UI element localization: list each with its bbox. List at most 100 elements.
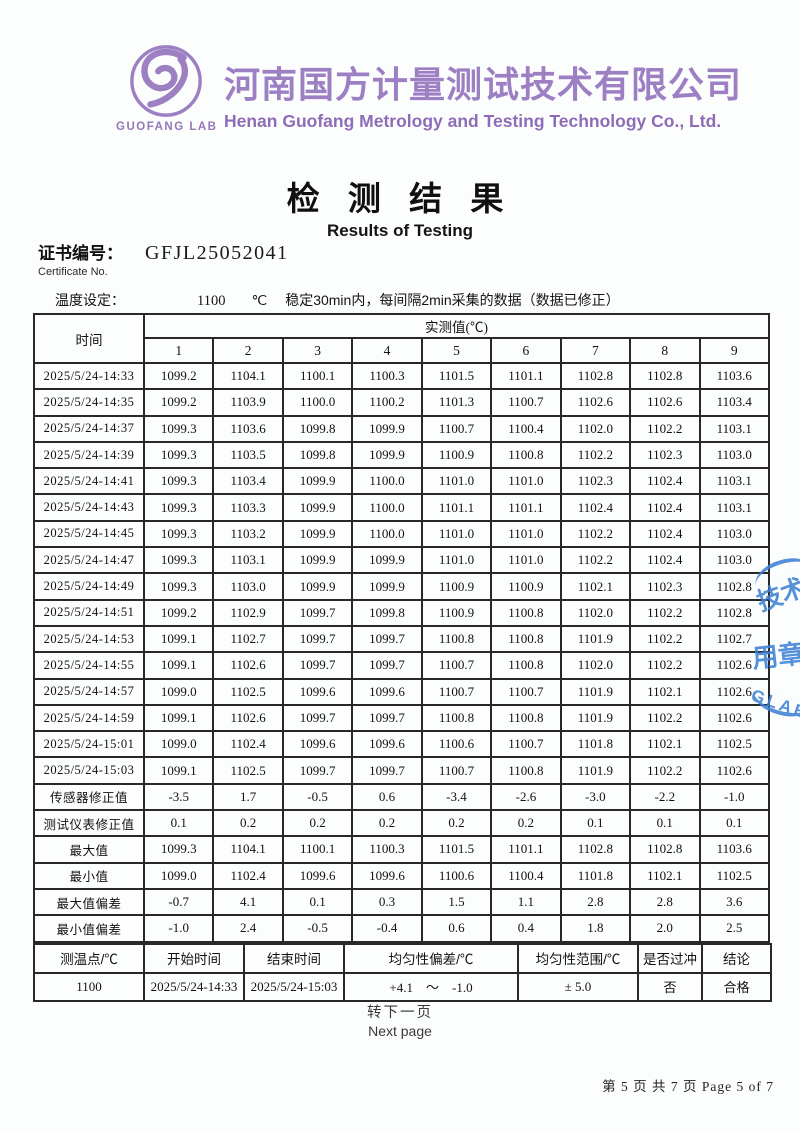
value-cell: 1099.2: [142, 598, 215, 627]
value-cell: 1100.6: [420, 861, 493, 890]
value-cell: 1101.0: [420, 546, 493, 575]
value-cell: 1100.7: [420, 677, 493, 706]
value-cell: 1102.8: [698, 598, 770, 627]
stamp-text-middle: 用章: [750, 638, 800, 674]
value-cell: 1102.0: [559, 598, 632, 627]
channel-header-cell: 1: [142, 337, 215, 364]
document-title: 检 测 结 果 Results of Testing: [0, 172, 800, 241]
value-cell: 1099.9: [351, 414, 423, 443]
value-cell: 1100.7: [490, 388, 562, 417]
value-cell: -0.5: [281, 782, 354, 812]
next-page-note: 转下一页 Next page: [0, 1001, 800, 1039]
table-row: 最小值 1099.0 1102.4 1099.6 1099.6 1100.6 1100.4 1…: [33, 861, 770, 890]
value-cell: 1099.7: [281, 651, 354, 680]
value-cell: 1104.1: [212, 835, 284, 864]
summary-value-cell: 否: [637, 971, 703, 1002]
value-cell: 0.6: [351, 782, 423, 812]
value-cell: 2.5: [698, 914, 770, 943]
value-cell: 0.2: [281, 809, 354, 838]
value-cell: 1100.4: [490, 414, 562, 443]
value-cell: 2.8: [559, 887, 632, 917]
row-label: 测试仪表修正值: [33, 809, 145, 838]
value-cell: 1100.9: [420, 572, 493, 601]
channel-header-cell: 6: [490, 337, 562, 364]
value-cell: 1099.7: [351, 651, 423, 680]
value-cell: 0.2: [490, 809, 562, 838]
time-column-header: 时间: [33, 313, 145, 364]
value-cell: 1101.0: [490, 467, 562, 496]
table-row: 2025/5/24-14:41 1099.3 1103.4 1099.9 1100.0 1…: [33, 467, 770, 496]
table-row: 2025/5/24-14:59 1099.1 1102.6 1099.7 1099.7 1…: [33, 703, 770, 733]
value-cell: 1102.1: [559, 572, 632, 601]
value-cell: 1100.8: [490, 703, 562, 733]
value-cell: 1102.7: [698, 624, 770, 654]
value-cell: 0.1: [559, 809, 632, 838]
table-row: 2025/5/24-15:01 1099.0 1102.4 1099.6 1099.6 1…: [33, 730, 770, 759]
summary-header-row: 测温点/℃ 开始时间 结束时间 均匀性偏差/℃ 均匀性范围/℃ 是否过冲 结论: [33, 943, 772, 974]
table-row: 最大值 1099.3 1104.1 1100.1 1100.3 1101.5 1101.1 1…: [33, 835, 770, 864]
table-row: 2025/5/24-14:55 1099.1 1102.6 1099.7 1099.7 1…: [33, 651, 770, 680]
value-cell: 0.2: [351, 809, 423, 838]
company-name-en: Henan Guofang Metrology and Testing Tech…: [224, 111, 722, 131]
value-cell: 1100.7: [490, 677, 562, 706]
value-cell: 1100.0: [351, 493, 423, 522]
row-label: 2025/5/24-14:53: [33, 624, 145, 654]
value-cell: 1100.9: [420, 440, 493, 470]
value-cell: 1099.7: [281, 703, 354, 733]
value-cell: 1103.4: [698, 388, 770, 417]
row-label: 2025/5/24-14:49: [33, 572, 145, 601]
value-cell: 1100.8: [490, 756, 562, 785]
value-cell: 1102.8: [629, 361, 701, 391]
value-cell: 1100.2: [351, 388, 423, 417]
value-cell: 0.2: [420, 809, 493, 838]
value-cell: -2.2: [629, 782, 701, 812]
value-cell: 1100.4: [490, 861, 562, 890]
measured-header-row: 时间 实测值(℃): [33, 313, 770, 364]
row-label: 2025/5/24-14:55: [33, 651, 145, 680]
logo-caption: GUOFANG LAB: [116, 121, 218, 133]
value-cell: 1099.6: [281, 677, 354, 706]
value-cell: 1099.6: [351, 730, 423, 759]
value-cell: 1104.1: [212, 361, 284, 391]
value-cell: 1099.2: [142, 361, 215, 391]
table-row: 最大值偏差 -0.7 4.1 0.1 0.3 1.5 1.1 2.8 2.8 3.6: [33, 887, 770, 917]
value-cell: 1101.1: [490, 835, 562, 864]
value-cell: 1101.9: [559, 624, 632, 654]
row-label: 2025/5/24-15:03: [33, 756, 145, 785]
value-cell: 3.6: [698, 887, 770, 917]
value-cell: 1101.1: [420, 493, 493, 522]
value-cell: 1102.0: [559, 414, 632, 443]
value-cell: 1101.5: [420, 361, 493, 391]
value-cell: 1099.0: [142, 677, 215, 706]
value-cell: 1099.0: [142, 861, 215, 890]
value-cell: 1100.0: [351, 519, 423, 549]
value-cell: 1102.2: [629, 651, 701, 680]
next-page-cn: 转下一页: [367, 1005, 433, 1021]
row-label: 2025/5/24-14:57: [33, 677, 145, 706]
row-label: 2025/5/24-14:43: [33, 493, 145, 522]
table-row: 2025/5/24-14:51 1099.2 1102.9 1099.7 1099.8 1…: [33, 598, 770, 627]
value-cell: 0.1: [281, 887, 354, 917]
row-label: 2025/5/24-14:35: [33, 388, 145, 417]
value-cell: 1103.6: [698, 835, 770, 864]
value-cell: 1102.5: [698, 861, 770, 890]
table-row: 最小值偏差 -1.0 2.4 -0.5 -0.4 0.6 0.4 1.8 2.0 2.5: [33, 914, 770, 943]
value-cell: -0.4: [351, 914, 423, 943]
value-cell: 1102.8: [629, 835, 701, 864]
value-cell: 1101.0: [420, 519, 493, 549]
value-cell: 1102.4: [629, 467, 701, 496]
row-label: 2025/5/24-14:37: [33, 414, 145, 443]
value-cell: 1100.3: [351, 361, 423, 391]
value-cell: 1102.3: [629, 572, 701, 601]
value-cell: 1101.1: [490, 493, 562, 522]
value-cell: 1099.3: [142, 414, 215, 443]
company-names: 河南国方计量测试技术有限公司 Henan Guofang Metrology a…: [224, 42, 742, 132]
certificate-number: GFJL25052041: [145, 242, 289, 264]
temperature-setting-line: 温度设定： 1100 ℃ 稳定30min内，每间隔2min采集的数据（数据已修正…: [55, 290, 620, 310]
value-cell: 1103.9: [212, 388, 284, 417]
value-cell: 1.8: [559, 914, 632, 943]
value-cell: 1102.2: [559, 519, 632, 549]
value-cell: 1102.9: [212, 598, 284, 627]
channel-header-cell: 3: [281, 337, 354, 364]
row-label: 2025/5/24-14:45: [33, 519, 145, 549]
